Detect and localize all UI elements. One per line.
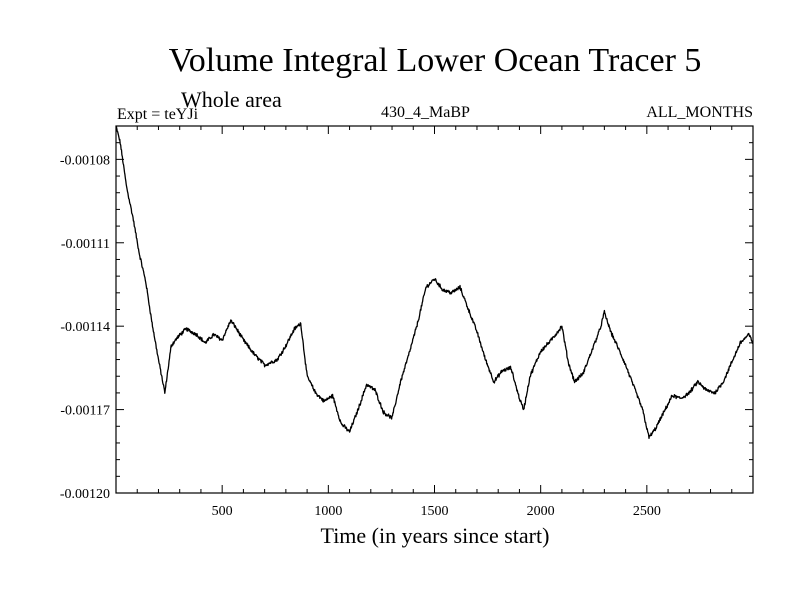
plot-frame: [115, 125, 754, 494]
series-layer: [115, 125, 754, 440]
y-tick-label: -0.00114: [60, 320, 110, 335]
x-tick-label: 2500: [633, 504, 661, 519]
chart-subtitle: Whole area: [181, 87, 282, 112]
axis-tick-labels: 500 1000 1500 2000 2500 -0.00120 -0.00117 -0.00…: [60, 153, 661, 519]
experiment-label: Expt = teYJi: [117, 106, 199, 123]
y-tick-label: -0.00111: [61, 237, 110, 252]
x-tick-label: 500: [212, 504, 233, 519]
axis-ticks: [116, 125, 753, 494]
x-tick-label: 1000: [314, 504, 342, 519]
x-tick-label: 2000: [527, 504, 555, 519]
months-label: ALL_MONTHS: [646, 104, 753, 121]
chart-title: Volume Integral Lower Ocean Tracer 5: [168, 42, 702, 79]
y-tick-label: -0.00108: [60, 153, 110, 168]
y-tick-label: -0.00120: [60, 487, 110, 502]
x-axis-label: Time (in years since start): [320, 523, 550, 548]
series-line-0: [115, 125, 754, 440]
run-label: 430_4_MaBP: [381, 104, 470, 121]
x-tick-label: 1500: [421, 504, 449, 519]
y-tick-label: -0.00117: [60, 404, 110, 419]
